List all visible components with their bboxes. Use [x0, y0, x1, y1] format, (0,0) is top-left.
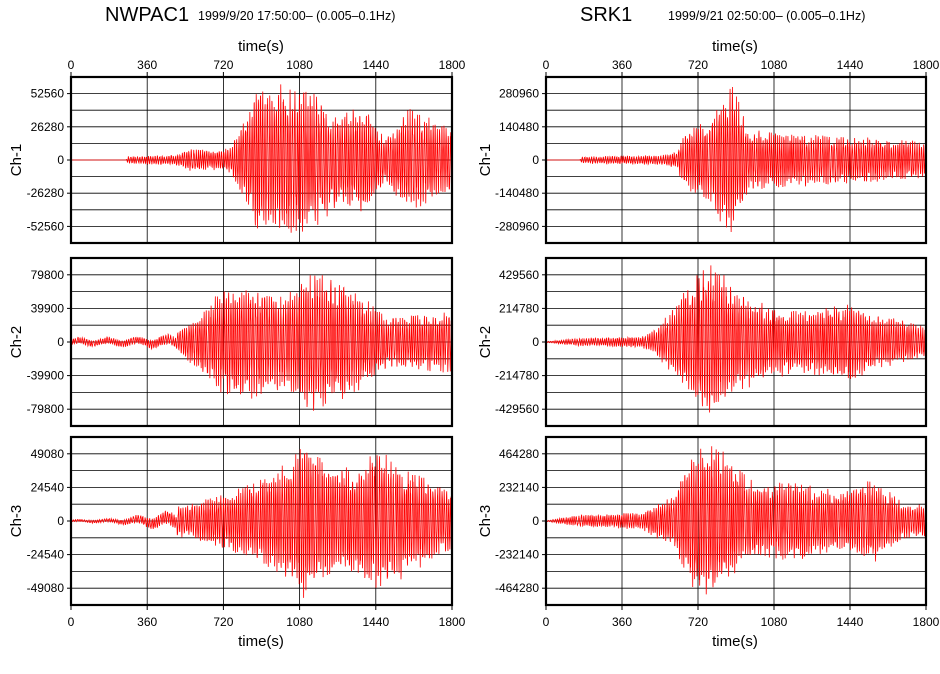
left-subtitle: 1999/9/20 17:50:00– (0.005–0.1Hz) [198, 9, 395, 23]
channel-panel: 49080 24540 0 -24540 -49080 Ch-3 [8, 435, 454, 607]
right-bottom-xlabel: time(s) [712, 633, 758, 650]
ytick-label: 0 [532, 514, 539, 528]
ytick-label: -52560 [27, 219, 65, 233]
ytick-label: 49080 [31, 447, 65, 461]
waveform-trace [545, 265, 927, 413]
waveform-trace [70, 275, 453, 411]
top-xtick-label: 1800 [439, 58, 466, 72]
waveform-trace [545, 446, 927, 595]
top-xtick-label: 1800 [913, 58, 940, 72]
bottom-xtick-label: 720 [213, 615, 233, 629]
ytick-label: 0 [57, 153, 64, 167]
waveform-trace [71, 84, 453, 233]
ytick-label: -214780 [495, 369, 539, 383]
left-bottom-xlabel: time(s) [238, 633, 284, 650]
ytick-label: 140480 [499, 120, 539, 134]
bottom-xtick-label: 1800 [439, 615, 466, 629]
top-xtick-label: 1080 [761, 58, 788, 72]
top-xtick-label: 0 [543, 58, 550, 72]
ytick-label: 24540 [31, 480, 65, 494]
bottom-xtick-label: 1440 [837, 615, 864, 629]
channel-panel: 429560 214780 0 -214780 -429560 Ch-2 [477, 256, 928, 428]
waveform-trace [70, 449, 453, 598]
bottom-xtick-label: 0 [543, 615, 550, 629]
bottom-xtick-label: 0 [68, 615, 75, 629]
top-xtick-label: 720 [688, 58, 708, 72]
channel-panel: 464280 232140 0 -232140 -464280 Ch-3 [477, 435, 928, 607]
ytick-label: -26280 [27, 186, 65, 200]
channel-label: Ch-1 [477, 144, 494, 177]
right-top-xlabel: time(s) [712, 38, 758, 55]
ytick-label: -24540 [27, 548, 65, 562]
top-xtick-label: 1440 [837, 58, 864, 72]
channel-label: Ch-2 [8, 326, 25, 359]
ytick-label: 429560 [499, 268, 539, 282]
top-xtick-label: 0 [68, 58, 75, 72]
channel-label: Ch-3 [8, 505, 25, 538]
ytick-label: 280960 [499, 87, 539, 101]
bottom-xtick-label: 1800 [913, 615, 940, 629]
ytick-label: 26280 [31, 120, 65, 134]
top-xtick-label: 720 [213, 58, 233, 72]
plot-area: 0 360 720 1080 1440 1800 0 360 720 1080 1440 1800 52… [8, 58, 940, 629]
ytick-label: -79800 [27, 402, 65, 416]
channel-label: Ch-2 [477, 326, 494, 359]
ytick-label: -280960 [495, 219, 539, 233]
channel-label: Ch-1 [8, 144, 25, 177]
ytick-label: 232140 [499, 480, 539, 494]
bottom-xtick-label: 360 [612, 615, 632, 629]
ytick-label: 464280 [499, 447, 539, 461]
ytick-label: 52560 [31, 87, 65, 101]
bottom-xtick-label: 360 [137, 615, 157, 629]
channel-panel: 280960 140480 0 -140480 -280960 Ch-1 [477, 75, 928, 245]
ytick-label: -464280 [495, 581, 539, 595]
ytick-label: -49080 [27, 581, 65, 595]
channel-label: Ch-3 [477, 505, 494, 538]
ytick-label: 214780 [499, 301, 539, 315]
ytick-label: 0 [532, 335, 539, 349]
ytick-label: 79800 [31, 268, 65, 282]
top-xtick-label: 1440 [362, 58, 389, 72]
top-xtick-label: 360 [612, 58, 632, 72]
left-station-title: NWPAC1 [105, 4, 189, 26]
right-subtitle: 1999/9/21 02:50:00– (0.005–0.1Hz) [668, 9, 865, 23]
bottom-xtick-label: 720 [688, 615, 708, 629]
ytick-label: 39900 [31, 301, 65, 315]
right-station-title: SRK1 [580, 4, 632, 26]
channel-panel: 79800 39900 0 -39900 -79800 Ch-2 [8, 256, 454, 428]
ytick-label: -232140 [495, 548, 539, 562]
ytick-label: 0 [57, 335, 64, 349]
bottom-xtick-label: 1080 [761, 615, 788, 629]
ytick-label: -39900 [27, 369, 65, 383]
waveform-trace [546, 87, 927, 233]
ytick-label: 0 [57, 514, 64, 528]
bottom-xtick-label: 1080 [286, 615, 313, 629]
ytick-label: -140480 [495, 186, 539, 200]
left-top-xlabel: time(s) [238, 38, 284, 55]
bottom-xtick-label: 1440 [362, 615, 389, 629]
channel-panel: 52560 26280 0 -26280 -52560 Ch-1 [8, 75, 454, 245]
ytick-label: -429560 [495, 402, 539, 416]
top-xtick-label: 1080 [286, 58, 313, 72]
ytick-label: 0 [532, 153, 539, 167]
top-xtick-label: 360 [137, 58, 157, 72]
